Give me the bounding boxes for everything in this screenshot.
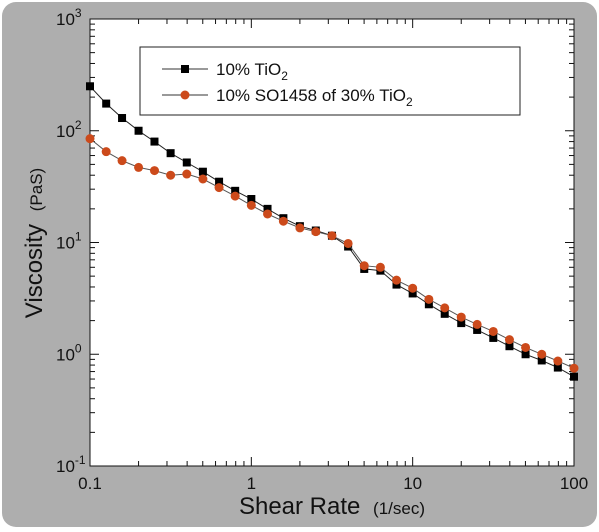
data-point	[456, 312, 466, 322]
data-point	[214, 183, 224, 193]
data-point	[150, 137, 159, 146]
data-point	[101, 147, 111, 157]
data-point	[424, 300, 433, 309]
data-point	[375, 262, 385, 272]
data-point	[246, 200, 256, 210]
data-point	[134, 126, 143, 135]
data-point	[488, 326, 498, 336]
data-point	[118, 114, 127, 123]
y-tick-label: 103	[56, 6, 82, 29]
y-tick-label: 10-1	[56, 453, 86, 476]
y-tick-label: 101	[56, 230, 82, 253]
series-2	[85, 134, 579, 373]
data-point	[473, 325, 482, 334]
axis-ticks	[89, 19, 574, 467]
data-point	[457, 319, 466, 328]
data-point	[102, 99, 111, 108]
data-point	[166, 170, 176, 180]
data-point	[440, 303, 450, 313]
data-point	[505, 342, 514, 351]
data-point	[182, 158, 191, 167]
data-point	[521, 342, 531, 352]
data-point	[149, 166, 159, 176]
data-point	[85, 134, 95, 144]
legend: 10% TiO2 10% SO1458 of 30% TiO2	[139, 46, 521, 116]
x-tick-label: 0.1	[78, 474, 102, 493]
data-point	[311, 227, 321, 237]
y-axis-unit: (PaS)	[27, 168, 46, 211]
series-layer	[85, 82, 579, 381]
data-point	[198, 174, 208, 184]
data-point	[198, 167, 207, 176]
data-point	[408, 289, 417, 298]
data-point	[134, 162, 144, 172]
data-point	[215, 177, 224, 186]
x-axis-title: Shear Rate	[239, 493, 360, 520]
data-point	[440, 309, 449, 318]
data-point	[343, 238, 353, 248]
data-point	[182, 169, 192, 179]
data-point	[570, 372, 578, 381]
data-point	[408, 283, 418, 293]
tick-labels: 0.1 1 10 100 10-1 100 101 102 103	[56, 6, 588, 493]
data-point	[231, 186, 240, 195]
data-point	[537, 356, 546, 365]
data-point	[278, 216, 288, 226]
legend-marker	[180, 90, 190, 100]
legend-entry: 10% TiO2	[162, 60, 288, 83]
data-point	[553, 363, 562, 372]
data-point	[472, 319, 482, 329]
x-axis-label: Shear Rate (1/sec)	[239, 493, 425, 520]
data-point	[86, 82, 94, 91]
y-axis-title: Viscosity	[21, 224, 48, 318]
x-tick-label: 100	[560, 474, 588, 493]
legend-label: 10% SO1458 of 30% TiO2	[216, 86, 413, 109]
y-tick-label: 100	[56, 341, 82, 364]
data-point	[424, 294, 434, 304]
data-point	[569, 363, 579, 373]
data-point	[166, 149, 175, 158]
data-point	[247, 195, 256, 204]
y-tick-label: 102	[56, 118, 82, 141]
legend-entry: 10% SO1458 of 30% TiO2	[162, 86, 413, 109]
data-point	[295, 223, 305, 233]
legend-box	[139, 46, 521, 116]
data-point	[117, 156, 127, 166]
data-point	[230, 191, 240, 201]
legend-marker	[181, 65, 189, 73]
data-point	[327, 231, 337, 241]
x-axis-unit: (1/sec)	[373, 499, 425, 518]
data-point	[392, 275, 402, 285]
x-tick-label: 10	[403, 474, 422, 493]
y-axis-label: Viscosity (PaS)	[21, 168, 48, 318]
data-point	[489, 333, 498, 342]
legend-label: 10% TiO2	[216, 60, 288, 83]
data-point	[504, 335, 514, 345]
data-point	[263, 204, 272, 213]
data-point	[553, 356, 563, 366]
data-point	[521, 350, 530, 359]
x-tick-label: 1	[247, 474, 256, 493]
data-point	[537, 349, 547, 359]
data-point	[359, 261, 369, 271]
data-point	[263, 209, 273, 219]
